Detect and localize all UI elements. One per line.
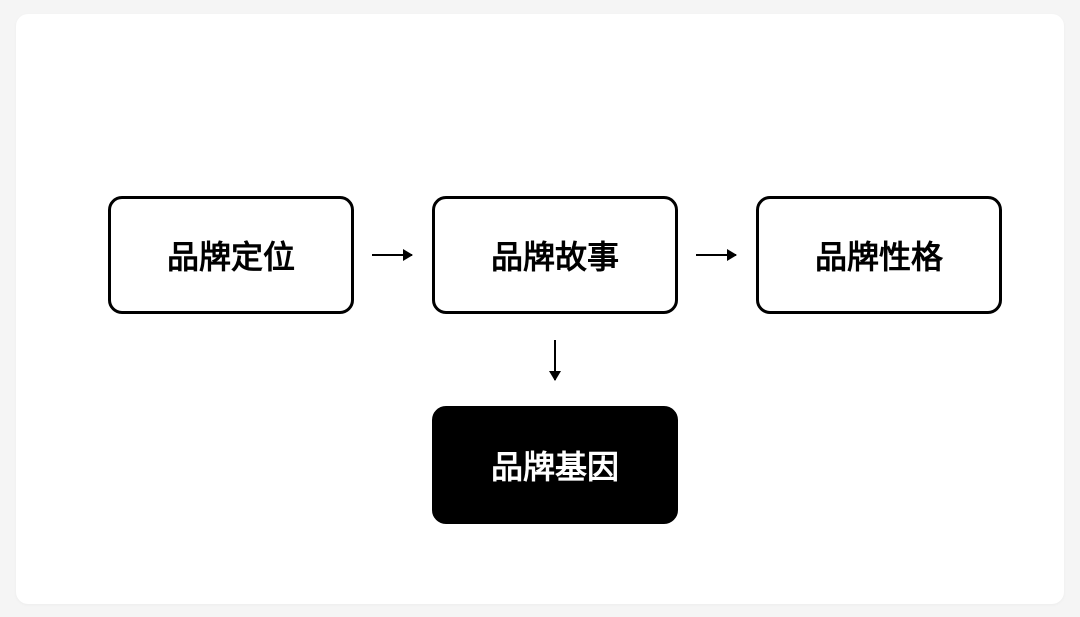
diagram-canvas: 品牌定位 品牌故事 品牌性格 品牌基因 [16,14,1064,604]
node-label: 品牌故事 [491,232,619,278]
arrow-story-to-personality [696,254,736,256]
node-label: 品牌定位 [167,232,295,278]
node-brand-gene: 品牌基因 [432,406,678,524]
arrow-positioning-to-story [372,254,412,256]
node-label: 品牌性格 [815,232,943,278]
node-brand-story: 品牌故事 [432,196,678,314]
node-label: 品牌基因 [491,442,619,488]
arrow-story-to-gene [554,340,556,380]
node-brand-positioning: 品牌定位 [108,196,354,314]
node-brand-personality: 品牌性格 [756,196,1002,314]
